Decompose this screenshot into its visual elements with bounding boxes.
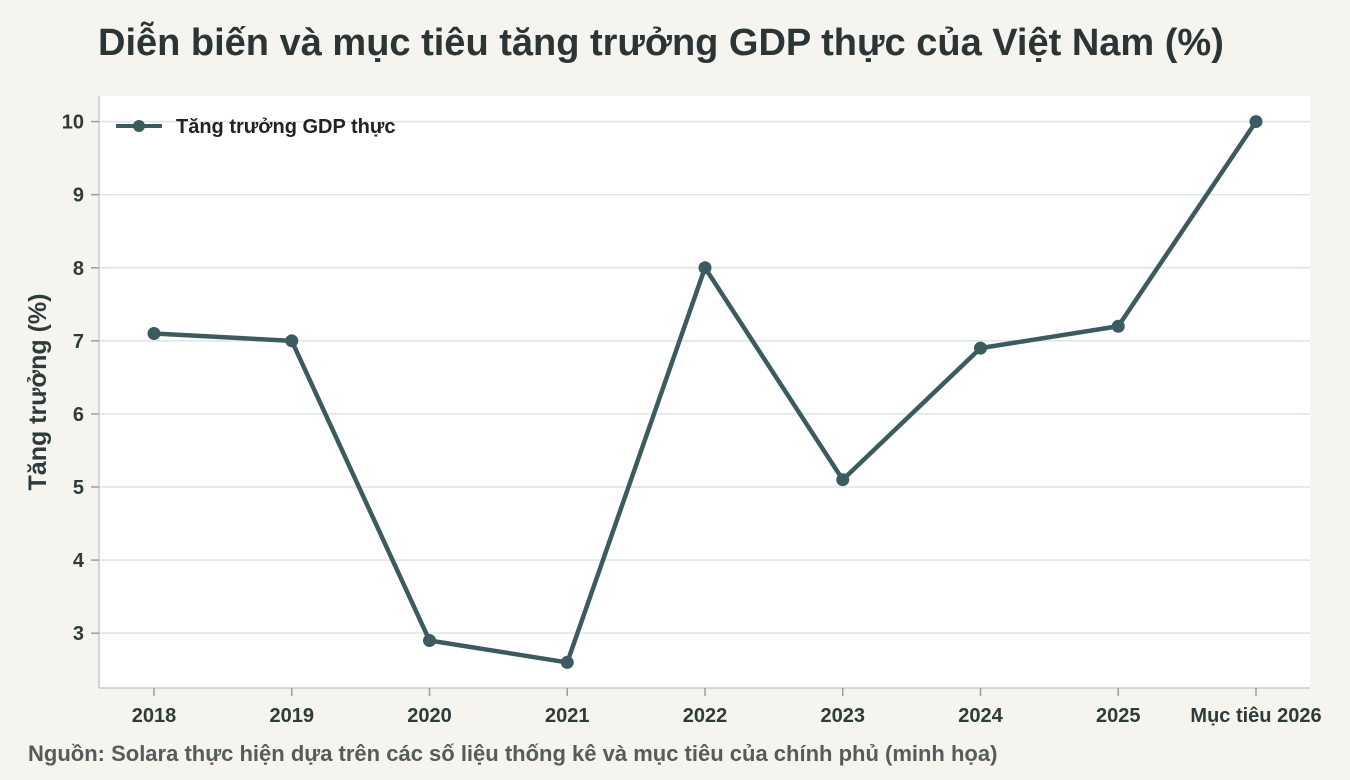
series-layer [147, 115, 1263, 669]
y-tick-label: 4 [73, 550, 85, 572]
x-tick-label: 2021 [545, 705, 590, 727]
y-ticks: 3 4 5 6 7 8 9 10 [62, 112, 99, 645]
x-tick-label: 2020 [407, 705, 452, 727]
data-point [836, 473, 850, 487]
y-tick-label: 6 [73, 404, 84, 426]
y-tick-label: 7 [73, 331, 84, 353]
x-tick-label: 2022 [683, 705, 728, 727]
legend-marker-swatch [133, 120, 145, 132]
legend-label: Tăng trưởng GDP thực [176, 116, 395, 138]
source-note: Nguồn: Solara thực hiện dựa trên các số … [28, 741, 998, 766]
data-point [285, 334, 299, 348]
legend: Tăng trưởng GDP thực [116, 116, 395, 138]
y-tick-label: 8 [73, 258, 84, 280]
x-tick-label: 2018 [132, 705, 177, 727]
y-axis-label: Tăng trưởng (%) [24, 294, 52, 491]
data-point [423, 633, 436, 647]
x-tick-label: 2025 [1096, 705, 1141, 727]
x-ticks: 2018 2019 2020 2021 2022 2023 2024 2025 Mục tiêu… [132, 688, 1322, 727]
plot-area [99, 96, 1310, 688]
y-tick-label: 5 [73, 477, 84, 499]
data-point [1249, 115, 1263, 129]
x-tick-label: 2024 [958, 705, 1003, 727]
data-point [1111, 319, 1125, 333]
chart-title: Diễn biến và mục tiêu tăng trưởng GDP th… [98, 22, 1224, 64]
y-tick-label: 9 [73, 185, 84, 207]
data-point [147, 327, 161, 341]
data-point [974, 341, 987, 355]
x-tick-label: 2023 [821, 705, 866, 727]
y-tick-label: 10 [62, 112, 84, 134]
x-tick-label: 2019 [270, 705, 315, 727]
y-tick-label: 3 [73, 623, 84, 645]
data-point [560, 655, 574, 669]
x-tick-label: Mục tiêu 2026 [1190, 705, 1321, 727]
data-point [698, 261, 712, 275]
